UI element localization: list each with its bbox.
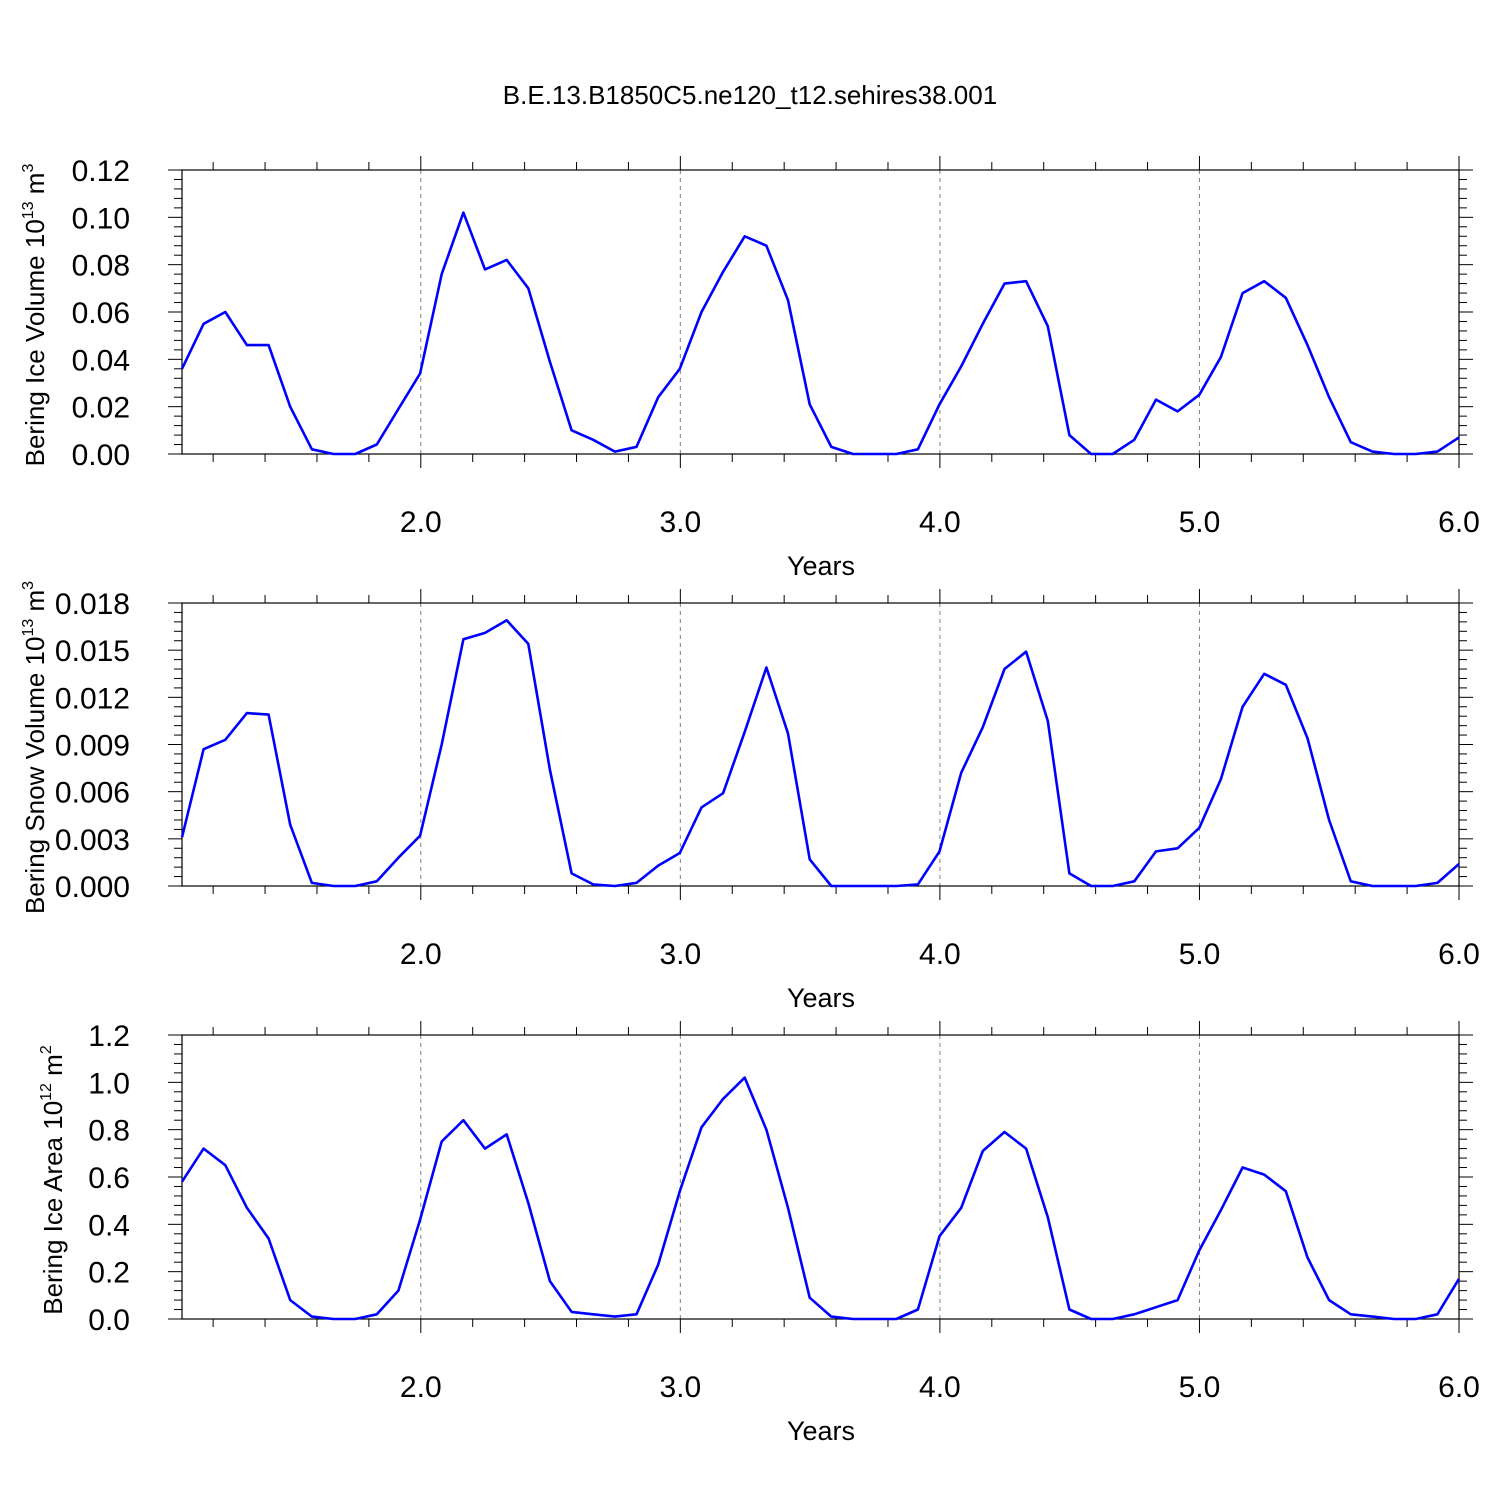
y-axis-label: Bering Ice Volume 1013 m3 xyxy=(20,164,50,467)
x-axis-label: Years xyxy=(787,983,855,1013)
x-tick-label: 2.0 xyxy=(400,506,442,539)
y-tick-label: 0.009 xyxy=(55,730,130,763)
series-line xyxy=(180,618,1460,888)
panel-2: 2.0 3.0 4.0 5.0 6.0 0.000 0.003 0.006 0.009 0.012… xyxy=(20,581,1480,1013)
y-tick-label: 0.8 xyxy=(88,1115,130,1148)
x-axis-label: Years xyxy=(787,1416,855,1446)
x-tick-label: 5.0 xyxy=(1179,506,1221,539)
y-axis-label: Bering Snow Volume 1013 m3 xyxy=(20,581,50,914)
panel-1: 2.0 3.0 4.0 5.0 6.0 0.00 0.02 0.04 0.06 0.08 0.10 0… xyxy=(20,155,1480,581)
y-tick-label: 0.12 xyxy=(72,155,130,188)
y-label-text: m xyxy=(20,590,50,619)
y-label-text: Bering Ice Area 10 xyxy=(38,1101,68,1315)
y-label-text: m xyxy=(38,1054,68,1083)
y-label-superscript: 13 xyxy=(20,201,37,219)
x-tick-label: 3.0 xyxy=(659,506,701,539)
y-label-superscript: 3 xyxy=(20,581,37,590)
series-line xyxy=(180,1076,1461,1321)
y-label-superscript: 2 xyxy=(38,1045,55,1054)
y-tick-label: 0.2 xyxy=(88,1257,130,1290)
y-tick-label: 0.012 xyxy=(55,682,130,715)
y-tick-label: 0.006 xyxy=(55,777,130,810)
plot-frame xyxy=(181,169,1460,455)
y-tick-label: 0.018 xyxy=(55,588,130,621)
x-axis-label: Years xyxy=(787,551,855,581)
y-tick-label: 0.000 xyxy=(55,871,130,904)
y-tick-label: 1.0 xyxy=(88,1067,130,1100)
x-tick-label: 3.0 xyxy=(659,1371,701,1404)
y-tick-label: 0.10 xyxy=(72,202,130,235)
y-label-text: Bering Snow Volume 10 xyxy=(20,637,50,915)
chart-title: B.E.13.B1850C5.ne120_t12.sehires38.001 xyxy=(502,80,998,110)
y-label-superscript: 13 xyxy=(20,619,37,637)
y-tick-label: 0.0 xyxy=(88,1304,130,1337)
x-tick-label: 6.0 xyxy=(1438,1371,1480,1404)
x-tick-label: 2.0 xyxy=(400,938,442,971)
x-tick-label: 5.0 xyxy=(1179,1371,1221,1404)
y-tick-label: 0.06 xyxy=(72,297,130,330)
y-label-superscript: 12 xyxy=(38,1083,55,1101)
y-tick-label: 0.04 xyxy=(72,344,130,377)
y-tick-label: 1.2 xyxy=(88,1020,130,1053)
y-axis-label: Bering Ice Area 1012 m2 xyxy=(38,1045,68,1315)
y-tick-label: 0.4 xyxy=(88,1209,130,1242)
x-tick-label: 2.0 xyxy=(400,1371,442,1404)
x-tick-label: 4.0 xyxy=(919,1371,961,1404)
x-tick-label: 3.0 xyxy=(659,938,701,971)
x-tick-label: 5.0 xyxy=(1179,938,1221,971)
y-tick-label: 0.6 xyxy=(88,1162,130,1195)
y-label-text: Bering Ice Volume 10 xyxy=(20,219,50,466)
x-tick-label: 4.0 xyxy=(919,506,961,539)
y-tick-label: 0.08 xyxy=(72,250,130,283)
x-tick-label: 4.0 xyxy=(919,938,961,971)
y-label-text: m xyxy=(20,173,50,202)
y-tick-label: 0.02 xyxy=(72,392,130,425)
y-tick-label: 0.015 xyxy=(55,635,130,668)
y-label-superscript: 3 xyxy=(20,164,37,173)
panel-3: 2.0 3.0 4.0 5.0 6.0 0.0 0.2 0.4 0.6 0.8 1.0 1.2 Year… xyxy=(38,1020,1480,1446)
y-tick-label: 0.00 xyxy=(72,439,130,472)
y-tick-label: 0.003 xyxy=(55,824,130,857)
x-tick-label: 6.0 xyxy=(1438,938,1480,971)
series-line xyxy=(180,211,1460,456)
plot-frame xyxy=(181,602,1460,887)
x-tick-label: 6.0 xyxy=(1438,506,1480,539)
